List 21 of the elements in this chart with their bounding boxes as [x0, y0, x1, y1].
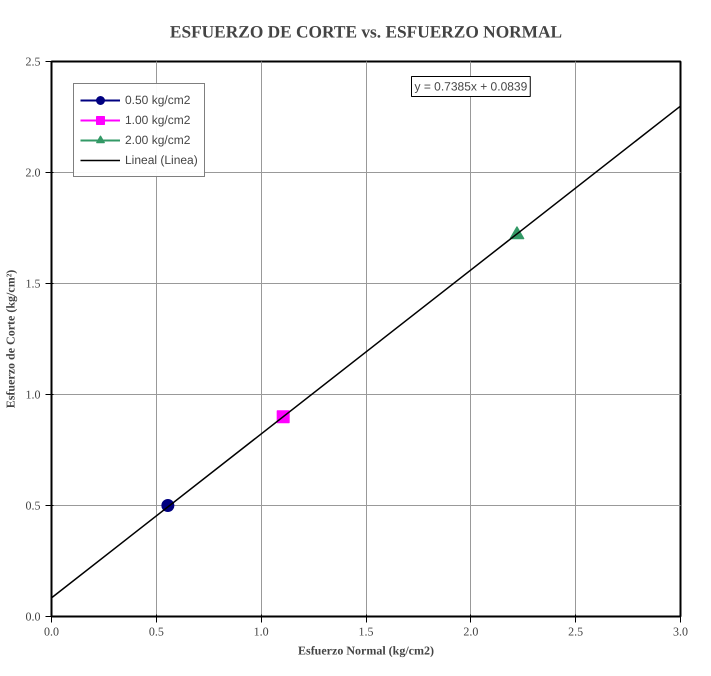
y-tick-label: 1.0	[26, 388, 40, 402]
legend-label: 2.00 kg/cm2	[125, 133, 190, 147]
y-tick-label: 2.5	[26, 54, 40, 68]
x-tick-label: 2.5	[568, 624, 584, 638]
legend-label: Lineal (Linea)	[125, 153, 198, 167]
x-tick-label: 2.0	[463, 624, 478, 638]
y-tick-label: 2.0	[26, 166, 40, 180]
y-axis-title: Esfuerzo de Corte (kg/cm²)	[4, 270, 18, 408]
legend-label: 1.00 kg/cm2	[125, 113, 190, 127]
x-tick-label: 3.0	[673, 624, 688, 638]
chart-title: ESFUERZO DE CORTE vs. ESFUERZO NORMAL	[170, 22, 562, 42]
legend-label: 0.50 kg/cm2	[125, 93, 190, 107]
x-tick-label: 1.0	[254, 624, 269, 638]
x-tick-label: 0.5	[148, 624, 164, 638]
annotation: y = 0.7385x + 0.0839	[414, 80, 528, 94]
y-tick-label: 0.5	[26, 498, 40, 512]
y-tick-label: 1.5	[26, 276, 40, 290]
x-tick-label: 0.0	[44, 624, 59, 638]
y-tick-label: 0.0	[26, 610, 40, 624]
x-tick-label: 1.5	[358, 624, 374, 638]
x-axis-title: Esfuerzo Normal (kg/cm2)	[298, 644, 434, 658]
